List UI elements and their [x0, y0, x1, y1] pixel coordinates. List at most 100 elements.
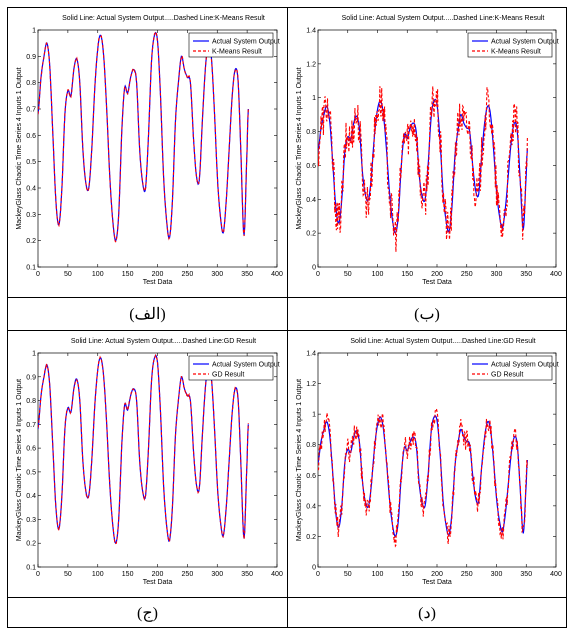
series-line-estimate: [38, 353, 249, 545]
y-tick-label: 0.4: [306, 503, 316, 510]
legend-label: K-Means Result: [491, 49, 541, 56]
chart-panel-alef: Solid Line: Actual System Output.....Das…: [8, 8, 287, 297]
x-tick-label: 0: [316, 271, 320, 278]
chart-panel-dal: Solid Line: Actual System Output.....Das…: [288, 331, 566, 597]
y-tick-label: 0.6: [306, 473, 316, 480]
y-tick-label: 0.4: [26, 493, 36, 500]
y-tick-label: 0.8: [306, 442, 316, 449]
y-axis-label: MackeyGlass Chaotic Time Series 4 Inputs…: [16, 379, 23, 541]
y-tick-label: 0.2: [306, 534, 316, 541]
y-tick-label: 0.2: [26, 238, 36, 245]
y-tick-label: 1.2: [306, 61, 316, 68]
x-tick-label: 50: [344, 571, 352, 578]
x-tick-label: 400: [550, 571, 562, 578]
y-tick-label: 0.1: [26, 265, 36, 272]
y-tick-label: 0: [312, 265, 316, 272]
chart-svg-dal: Solid Line: Actual System Output.....Das…: [296, 338, 562, 586]
x-tick-label: 400: [550, 271, 562, 278]
y-tick-label: 0.4: [26, 186, 36, 193]
legend-box: [467, 32, 553, 58]
x-tick-label: 350: [520, 571, 532, 578]
y-tick-label: 1: [312, 95, 316, 102]
y-tick-label: 0.9: [26, 54, 36, 61]
caption-cell-dal: (د): [288, 598, 566, 627]
y-tick-label: 0.6: [26, 446, 36, 453]
legend-label: Actual System Output: [491, 362, 559, 369]
legend-box: [188, 355, 274, 381]
y-tick-label: 0.7: [26, 107, 36, 114]
x-tick-label: 250: [182, 271, 194, 278]
x-tick-label: 0: [36, 271, 40, 278]
x-tick-label: 0: [316, 571, 320, 578]
legend-label: K-Means Result: [212, 49, 262, 56]
x-tick-label: 150: [401, 271, 413, 278]
y-tick-label: 0.6: [26, 133, 36, 140]
x-tick-label: 150: [401, 571, 413, 578]
y-axis-label: MackeyGlass Chaotic Time Series 4 Inputs…: [296, 379, 303, 541]
x-tick-label: 100: [92, 271, 104, 278]
y-tick-label: 0.3: [26, 517, 36, 524]
chart-panel-jim: Solid Line: Actual System Output.....Das…: [8, 331, 287, 597]
y-tick-label: 0.8: [26, 80, 36, 87]
y-tick-label: 1: [32, 28, 36, 35]
x-tick-label: 350: [241, 571, 253, 578]
x-tick-label: 100: [372, 571, 384, 578]
table-border-left: [7, 7, 8, 628]
x-tick-label: 50: [344, 271, 352, 278]
y-axis-label: MackeyGlass Chaotic Time Series 4 Inputs…: [296, 67, 303, 229]
legend-label: GD Result: [212, 372, 244, 379]
x-tick-label: 400: [271, 571, 283, 578]
chart-svg-jim: Solid Line: Actual System Output.....Das…: [16, 338, 283, 586]
y-tick-label: 0.4: [306, 197, 316, 204]
x-tick-label: 200: [152, 571, 164, 578]
legend-box: [188, 32, 274, 58]
x-tick-label: 300: [491, 571, 503, 578]
chart-title: Solid Line: Actual System Output.....Das…: [350, 338, 535, 345]
legend-label: GD Result: [491, 372, 523, 379]
caption-cell-alef: (الف): [8, 298, 287, 330]
x-tick-label: 350: [241, 271, 253, 278]
y-tick-label: 1.4: [306, 351, 316, 358]
caption-cell-be: (ب): [288, 298, 566, 330]
series-line-estimate: [318, 408, 528, 548]
plot-area: [317, 352, 557, 568]
x-tick-label: 0: [36, 571, 40, 578]
y-axis-label: MackeyGlass Chaotic Time Series 4 Inputs…: [16, 67, 23, 229]
table-border-middle: [287, 7, 288, 628]
x-axis-label: Test Data: [143, 579, 173, 586]
x-tick-label: 300: [491, 271, 503, 278]
x-axis-label: Test Data: [143, 279, 173, 286]
y-tick-label: 0.6: [306, 163, 316, 170]
legend-label: Actual System Output: [212, 39, 280, 46]
y-tick-label: 0.5: [26, 159, 36, 166]
y-tick-label: 1: [32, 351, 36, 358]
y-tick-label: 0.1: [26, 565, 36, 572]
y-tick-label: 0.2: [306, 231, 316, 238]
caption-alef: (الف): [129, 306, 166, 323]
x-tick-label: 250: [461, 571, 473, 578]
legend-label: Actual System Output: [491, 39, 559, 46]
x-tick-label: 100: [372, 271, 384, 278]
x-tick-label: 350: [520, 271, 532, 278]
x-tick-label: 400: [271, 271, 283, 278]
table-border-right: [566, 7, 567, 628]
x-tick-label: 200: [431, 271, 443, 278]
series-line-estimate: [318, 86, 528, 252]
x-tick-label: 200: [431, 571, 443, 578]
x-tick-label: 150: [122, 571, 134, 578]
x-tick-label: 150: [122, 271, 134, 278]
y-tick-label: 1: [312, 412, 316, 419]
caption-cell-jim: (ج): [8, 598, 287, 627]
y-tick-label: 0.8: [26, 398, 36, 405]
x-tick-label: 300: [211, 271, 223, 278]
x-axis-label: Test Data: [422, 279, 452, 286]
x-tick-label: 250: [182, 571, 194, 578]
chart-panel-be: Solid Line: Actual System Output.....Das…: [288, 8, 566, 297]
y-tick-label: 1.2: [306, 381, 316, 388]
chart-title: Solid Line: Actual System Output.....Das…: [71, 338, 256, 345]
legend-label: Actual System Output: [212, 362, 280, 369]
series-line-estimate: [38, 30, 249, 243]
x-tick-label: 50: [64, 271, 72, 278]
x-tick-label: 300: [211, 571, 223, 578]
